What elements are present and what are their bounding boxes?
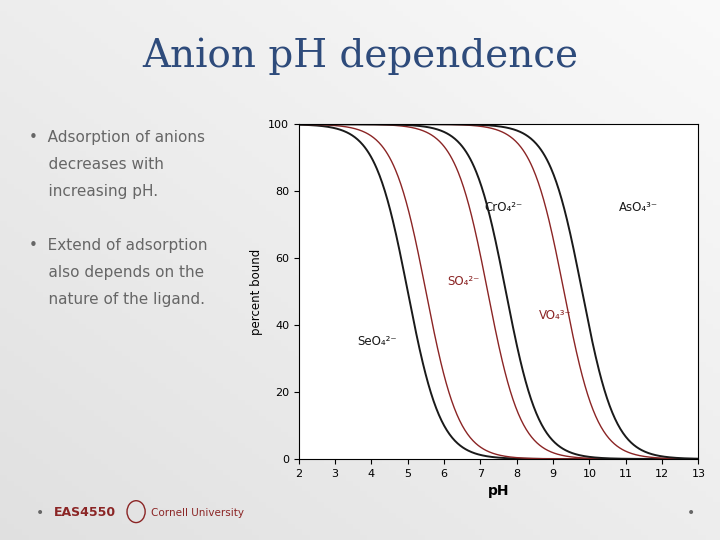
Y-axis label: percent bound: percent bound xyxy=(250,248,263,335)
Text: increasing pH.: increasing pH. xyxy=(29,184,158,199)
Text: SO₄²⁻: SO₄²⁻ xyxy=(448,275,480,288)
Text: •  Extend of adsorption: • Extend of adsorption xyxy=(29,238,207,253)
Text: CrO₄²⁻: CrO₄²⁻ xyxy=(484,201,522,214)
Text: AsO₄³⁻: AsO₄³⁻ xyxy=(618,201,657,214)
Text: •: • xyxy=(687,506,696,520)
X-axis label: pH: pH xyxy=(488,484,509,498)
Text: •: • xyxy=(35,506,44,520)
Text: SeO₄²⁻: SeO₄²⁻ xyxy=(357,335,397,348)
Text: Cornell University: Cornell University xyxy=(151,508,244,518)
Text: nature of the ligand.: nature of the ligand. xyxy=(29,292,204,307)
Text: Anion pH dependence: Anion pH dependence xyxy=(142,38,578,75)
Text: decreases with: decreases with xyxy=(29,157,163,172)
Text: VO₄³⁻: VO₄³⁻ xyxy=(539,308,571,321)
Text: •  Adsorption of anions: • Adsorption of anions xyxy=(29,130,204,145)
Text: also depends on the: also depends on the xyxy=(29,265,204,280)
Text: EAS4550: EAS4550 xyxy=(54,507,116,519)
